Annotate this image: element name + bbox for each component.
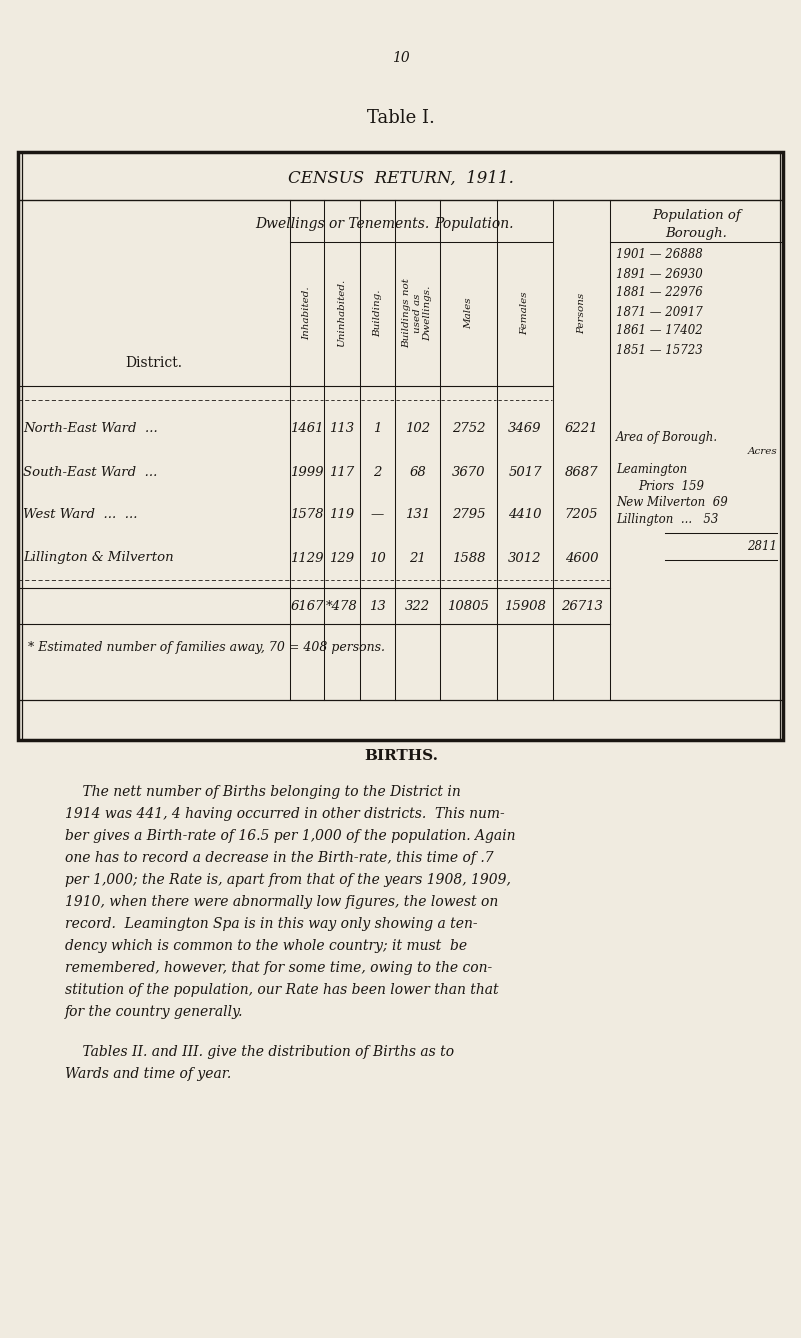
Text: 2752: 2752 [452, 421, 485, 435]
Text: 1910, when there were abnormally low figures, the lowest on: 1910, when there were abnormally low fig… [65, 895, 498, 909]
Text: Inhabited.: Inhabited. [303, 286, 312, 340]
Text: 1588: 1588 [452, 551, 485, 565]
Text: 10805: 10805 [448, 601, 489, 614]
Text: Acres: Acres [748, 447, 778, 456]
Text: Priors  159: Priors 159 [638, 479, 704, 492]
Text: Females: Females [521, 292, 529, 334]
Text: 322: 322 [405, 601, 430, 614]
Text: Population.: Population. [434, 217, 513, 231]
Text: 2811: 2811 [747, 541, 777, 554]
Text: Building.: Building. [373, 289, 382, 337]
Text: Table I.: Table I. [367, 108, 435, 127]
Text: *478: *478 [326, 601, 358, 614]
Text: 68: 68 [409, 466, 426, 479]
Text: 119: 119 [329, 508, 355, 522]
Text: 1861 — 17402: 1861 — 17402 [616, 325, 702, 337]
Text: The nett number of Births belonging to the District in: The nett number of Births belonging to t… [65, 785, 461, 799]
Text: 1914 was 441, 4 having occurred in other districts.  This num-: 1914 was 441, 4 having occurred in other… [65, 807, 505, 822]
Text: 1881 — 22976: 1881 — 22976 [616, 286, 702, 300]
Text: 1901 — 26888: 1901 — 26888 [616, 249, 702, 261]
Text: ber gives a Birth-rate of 16.5 per 1,000 of the population. Again: ber gives a Birth-rate of 16.5 per 1,000… [65, 830, 516, 843]
Text: Lillington  ...   53: Lillington ... 53 [616, 512, 718, 526]
Text: 113: 113 [329, 421, 355, 435]
Text: Population of: Population of [652, 210, 741, 222]
Text: 102: 102 [405, 421, 430, 435]
Text: 3670: 3670 [452, 466, 485, 479]
Text: Leamington: Leamington [616, 463, 687, 475]
Text: 1: 1 [373, 421, 382, 435]
Text: 13: 13 [369, 601, 386, 614]
Text: one has to record a decrease in the Birth-rate, this time of .7: one has to record a decrease in the Birt… [65, 851, 493, 864]
Text: 8687: 8687 [565, 466, 598, 479]
Text: 1578: 1578 [290, 508, 324, 522]
Text: Lillington & Milverton: Lillington & Milverton [23, 551, 174, 565]
Text: 1999: 1999 [290, 466, 324, 479]
Text: 1461: 1461 [290, 421, 324, 435]
Text: South-East Ward  ...: South-East Ward ... [23, 466, 157, 479]
Text: Males: Males [464, 297, 473, 329]
Text: 2: 2 [373, 466, 382, 479]
Text: record.  Leamington Spa is in this way only showing a ten-: record. Leamington Spa is in this way on… [65, 917, 477, 931]
Text: 3012: 3012 [509, 551, 541, 565]
Text: 1871 — 20917: 1871 — 20917 [616, 305, 702, 318]
Text: Uninhabited.: Uninhabited. [337, 278, 347, 347]
Text: New Milverton  69: New Milverton 69 [616, 496, 728, 510]
Text: BIRTHS.: BIRTHS. [364, 749, 438, 763]
Text: dency which is common to the whole country; it must  be: dency which is common to the whole count… [65, 939, 467, 953]
Text: 131: 131 [405, 508, 430, 522]
Text: 4600: 4600 [565, 551, 598, 565]
Text: 15908: 15908 [504, 601, 546, 614]
Text: Persons: Persons [577, 293, 586, 333]
Text: remembered, however, that for some time, owing to the con-: remembered, however, that for some time,… [65, 961, 493, 975]
Text: 7205: 7205 [565, 508, 598, 522]
Text: Area of Borough.: Area of Borough. [616, 431, 718, 443]
Text: District.: District. [126, 356, 183, 371]
Text: 6167: 6167 [290, 601, 324, 614]
Bar [22, 153, 779, 740]
Text: 1129: 1129 [290, 551, 324, 565]
Text: stitution of the population, our Rate has been lower than that: stitution of the population, our Rate ha… [65, 983, 499, 997]
Text: 1851 — 15723: 1851 — 15723 [616, 344, 702, 356]
Text: 2795: 2795 [452, 508, 485, 522]
Text: 10: 10 [369, 551, 386, 565]
Text: CENSUS  RETURN,  1911.: CENSUS RETURN, 1911. [288, 170, 513, 186]
Text: 4410: 4410 [509, 508, 541, 522]
Text: 117: 117 [329, 466, 355, 479]
Text: 10: 10 [392, 51, 410, 66]
Text: * Estimated number of families away, 70 = 408 persons.: * Estimated number of families away, 70 … [28, 641, 385, 654]
Text: 129: 129 [329, 551, 355, 565]
Text: per 1,000; the Rate is, apart from that of the years 1908, 1909,: per 1,000; the Rate is, apart from that … [65, 872, 511, 887]
Text: Buildings not
used as
Dwellings.: Buildings not used as Dwellings. [403, 278, 433, 348]
Text: —: — [371, 508, 384, 522]
Bar [18, 153, 783, 740]
Text: 5017: 5017 [509, 466, 541, 479]
Text: 3469: 3469 [509, 421, 541, 435]
Text: West Ward  ...  ...: West Ward ... ... [23, 508, 138, 522]
Text: Borough.: Borough. [666, 227, 727, 241]
Text: 6221: 6221 [565, 421, 598, 435]
Text: for the country generally.: for the country generally. [65, 1005, 244, 1020]
Text: 1891 — 26930: 1891 — 26930 [616, 268, 702, 281]
Text: Tables II. and III. give the distribution of Births as to: Tables II. and III. give the distributio… [65, 1045, 454, 1058]
Text: 26713: 26713 [561, 601, 602, 614]
Text: Wards and time of year.: Wards and time of year. [65, 1066, 231, 1081]
Text: North-East Ward  ...: North-East Ward ... [23, 421, 158, 435]
Text: Dwellings or Tenements.: Dwellings or Tenements. [256, 217, 429, 231]
Text: 21: 21 [409, 551, 426, 565]
